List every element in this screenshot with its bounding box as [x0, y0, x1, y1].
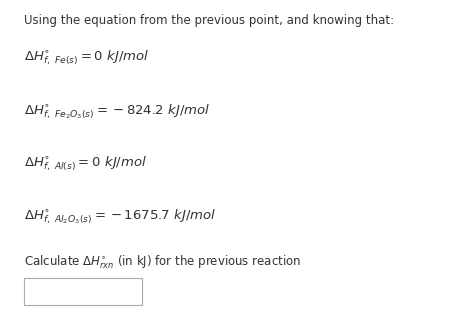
Text: $\Delta H^{\circ}_{f,\ Fe_2O_3(s)} = -824.2\ kJ/mol$: $\Delta H^{\circ}_{f,\ Fe_2O_3(s)} = -82… — [24, 102, 210, 121]
FancyBboxPatch shape — [24, 278, 142, 305]
Text: $\Delta H^{\circ}_{f,\ Al_2O_3(s)} = -1675.7\ kJ/mol$: $\Delta H^{\circ}_{f,\ Al_2O_3(s)} = -16… — [24, 207, 216, 226]
Text: $\Delta H^{\circ}_{f,\ Al(s)} = 0\ kJ/mol$: $\Delta H^{\circ}_{f,\ Al(s)} = 0\ kJ/mo… — [24, 154, 147, 173]
Text: $\Delta H^{\circ}_{f,\ Fe(s)} = 0\ kJ/mol$: $\Delta H^{\circ}_{f,\ Fe(s)} = 0\ kJ/mo… — [24, 49, 149, 68]
Text: Calculate $\Delta H^{\circ}_{rxn}$ (in kJ) for the previous reaction: Calculate $\Delta H^{\circ}_{rxn}$ (in k… — [24, 253, 301, 271]
Text: Using the equation from the previous point, and knowing that:: Using the equation from the previous poi… — [24, 14, 394, 27]
